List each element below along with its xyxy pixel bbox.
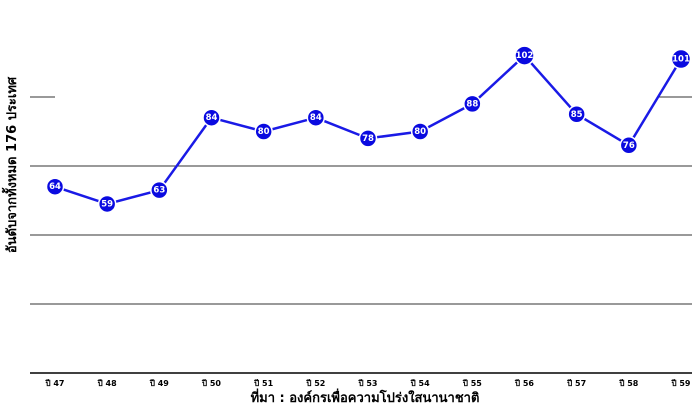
x-axis-title: ที่มา : องค์กรเพื่อความโปร่งใสนานาชาติ	[251, 388, 480, 406]
data-label: 76	[623, 141, 635, 151]
data-point	[358, 129, 378, 148]
data-point	[514, 45, 535, 66]
x-tick-label: ปี 51	[253, 378, 273, 388]
data-label: 84	[310, 113, 322, 123]
data-point	[45, 177, 65, 196]
x-tick-label: ปี 50	[201, 378, 221, 388]
x-tick-label: ปี 47	[45, 378, 65, 388]
x-tick-label: ปี 54	[410, 378, 430, 388]
x-tick-labels: ปี 47 ปี 48 ปี 49 ปี 50 ปี 51 ปี 52 ปี 53 ปี 54…	[45, 378, 691, 388]
data-point	[463, 94, 482, 114]
data-label: 80	[258, 127, 270, 137]
data-label: 88	[466, 99, 478, 109]
x-tick-label: ปี 48	[97, 378, 117, 388]
x-tick-label: ปี 57	[566, 378, 586, 388]
data-point	[670, 48, 692, 70]
data-label: 59	[101, 199, 113, 209]
data-label: 84	[206, 113, 218, 123]
x-tick-label: ปี 56	[514, 378, 534, 388]
x-tick-label: ปี 59	[671, 378, 691, 388]
data-label: 78	[362, 134, 374, 144]
data-point	[567, 105, 586, 124]
x-tick-label: ปี 55	[462, 378, 482, 388]
x-tick-label: ปี 53	[358, 378, 378, 388]
x-tick-label: ปี 49	[149, 378, 169, 388]
data-point	[306, 108, 326, 127]
y-axis-title: อันดับจากทั้งหมด 176 ประเทศ	[1, 76, 20, 253]
x-tick-label: ปี 52	[306, 378, 326, 388]
data-point	[202, 108, 221, 127]
data-points: 64 59 63 84 80 84 78 80 88 102 85 76 101	[45, 45, 692, 214]
data-point	[254, 122, 273, 141]
gridlines	[30, 96, 692, 305]
data-label: 85	[571, 110, 583, 120]
data-point	[97, 194, 117, 214]
data-label: 80	[414, 127, 426, 137]
data-point	[410, 122, 430, 141]
data-label: 101	[672, 55, 690, 65]
data-point	[150, 180, 169, 200]
x-tick-label: ปี 58	[619, 378, 639, 388]
data-point	[619, 136, 639, 155]
data-label: 63	[153, 186, 165, 196]
data-label: 102	[516, 51, 534, 61]
data-label: 64	[49, 182, 61, 192]
